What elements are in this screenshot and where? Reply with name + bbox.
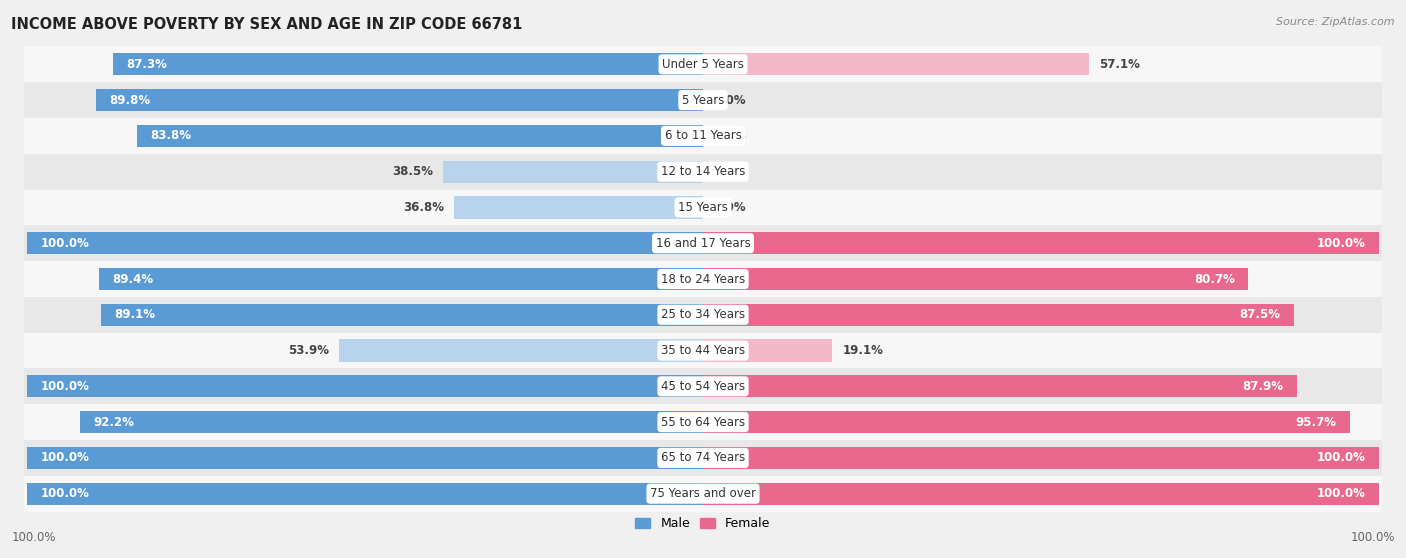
Bar <box>339 339 703 362</box>
Text: 0.0%: 0.0% <box>713 201 745 214</box>
Bar <box>24 440 1382 476</box>
Bar <box>98 268 703 290</box>
Text: 80.7%: 80.7% <box>1194 272 1234 286</box>
Text: Source: ZipAtlas.com: Source: ZipAtlas.com <box>1277 17 1395 27</box>
Bar <box>112 53 703 75</box>
Bar <box>703 375 1296 397</box>
Bar <box>454 196 703 219</box>
Bar <box>24 297 1382 333</box>
Text: 83.8%: 83.8% <box>150 129 191 142</box>
Text: 53.9%: 53.9% <box>288 344 329 357</box>
Bar <box>703 339 832 362</box>
Text: 100.0%: 100.0% <box>1350 531 1395 544</box>
Bar <box>24 404 1382 440</box>
Text: 89.1%: 89.1% <box>114 308 156 321</box>
Bar <box>27 447 703 469</box>
Text: 35 to 44 Years: 35 to 44 Years <box>661 344 745 357</box>
Bar <box>24 261 1382 297</box>
Bar <box>24 190 1382 225</box>
Bar <box>80 411 703 433</box>
Text: 100.0%: 100.0% <box>11 531 56 544</box>
Text: 45 to 54 Years: 45 to 54 Years <box>661 380 745 393</box>
Bar <box>703 268 1249 290</box>
Text: 16 and 17 Years: 16 and 17 Years <box>655 237 751 250</box>
Text: 87.9%: 87.9% <box>1243 380 1284 393</box>
Text: 89.4%: 89.4% <box>112 272 153 286</box>
Text: 6 to 11 Years: 6 to 11 Years <box>665 129 741 142</box>
Text: 15 Years: 15 Years <box>678 201 728 214</box>
Bar <box>96 89 703 111</box>
Text: 87.5%: 87.5% <box>1240 308 1281 321</box>
Text: 36.8%: 36.8% <box>404 201 444 214</box>
Bar <box>703 483 1379 505</box>
Bar <box>24 368 1382 404</box>
Bar <box>101 304 703 326</box>
Text: 0.0%: 0.0% <box>713 165 745 178</box>
Text: 100.0%: 100.0% <box>41 380 90 393</box>
Text: 100.0%: 100.0% <box>1316 487 1365 500</box>
Text: 19.1%: 19.1% <box>842 344 883 357</box>
Text: 92.2%: 92.2% <box>94 416 135 429</box>
Bar <box>24 82 1382 118</box>
Text: 12 to 14 Years: 12 to 14 Years <box>661 165 745 178</box>
Text: INCOME ABOVE POVERTY BY SEX AND AGE IN ZIP CODE 66781: INCOME ABOVE POVERTY BY SEX AND AGE IN Z… <box>11 17 523 32</box>
Bar <box>703 411 1350 433</box>
Text: 89.8%: 89.8% <box>110 94 150 107</box>
Text: 0.0%: 0.0% <box>713 129 745 142</box>
Legend: Male, Female: Male, Female <box>630 512 776 535</box>
Bar <box>24 225 1382 261</box>
Text: 65 to 74 Years: 65 to 74 Years <box>661 451 745 464</box>
Bar <box>703 232 1379 254</box>
Bar <box>27 375 703 397</box>
Text: 0.0%: 0.0% <box>713 94 745 107</box>
Text: 5 Years: 5 Years <box>682 94 724 107</box>
Bar <box>703 447 1379 469</box>
Text: 100.0%: 100.0% <box>41 237 90 250</box>
Bar <box>24 154 1382 190</box>
Text: 55 to 64 Years: 55 to 64 Years <box>661 416 745 429</box>
Text: 100.0%: 100.0% <box>41 487 90 500</box>
Bar <box>24 46 1382 82</box>
Bar <box>443 161 703 183</box>
Text: 38.5%: 38.5% <box>392 165 433 178</box>
Text: 57.1%: 57.1% <box>1099 58 1140 71</box>
Bar <box>703 304 1295 326</box>
Text: 100.0%: 100.0% <box>41 451 90 464</box>
Bar <box>27 483 703 505</box>
Text: 87.3%: 87.3% <box>127 58 167 71</box>
Bar <box>136 125 703 147</box>
Bar <box>24 118 1382 154</box>
Bar <box>703 53 1088 75</box>
Bar <box>24 476 1382 512</box>
Text: 100.0%: 100.0% <box>1316 237 1365 250</box>
Bar <box>24 333 1382 368</box>
Bar <box>27 232 703 254</box>
Text: 25 to 34 Years: 25 to 34 Years <box>661 308 745 321</box>
Text: 95.7%: 95.7% <box>1295 416 1336 429</box>
Text: 75 Years and over: 75 Years and over <box>650 487 756 500</box>
Text: Under 5 Years: Under 5 Years <box>662 58 744 71</box>
Text: 100.0%: 100.0% <box>1316 451 1365 464</box>
Text: 18 to 24 Years: 18 to 24 Years <box>661 272 745 286</box>
